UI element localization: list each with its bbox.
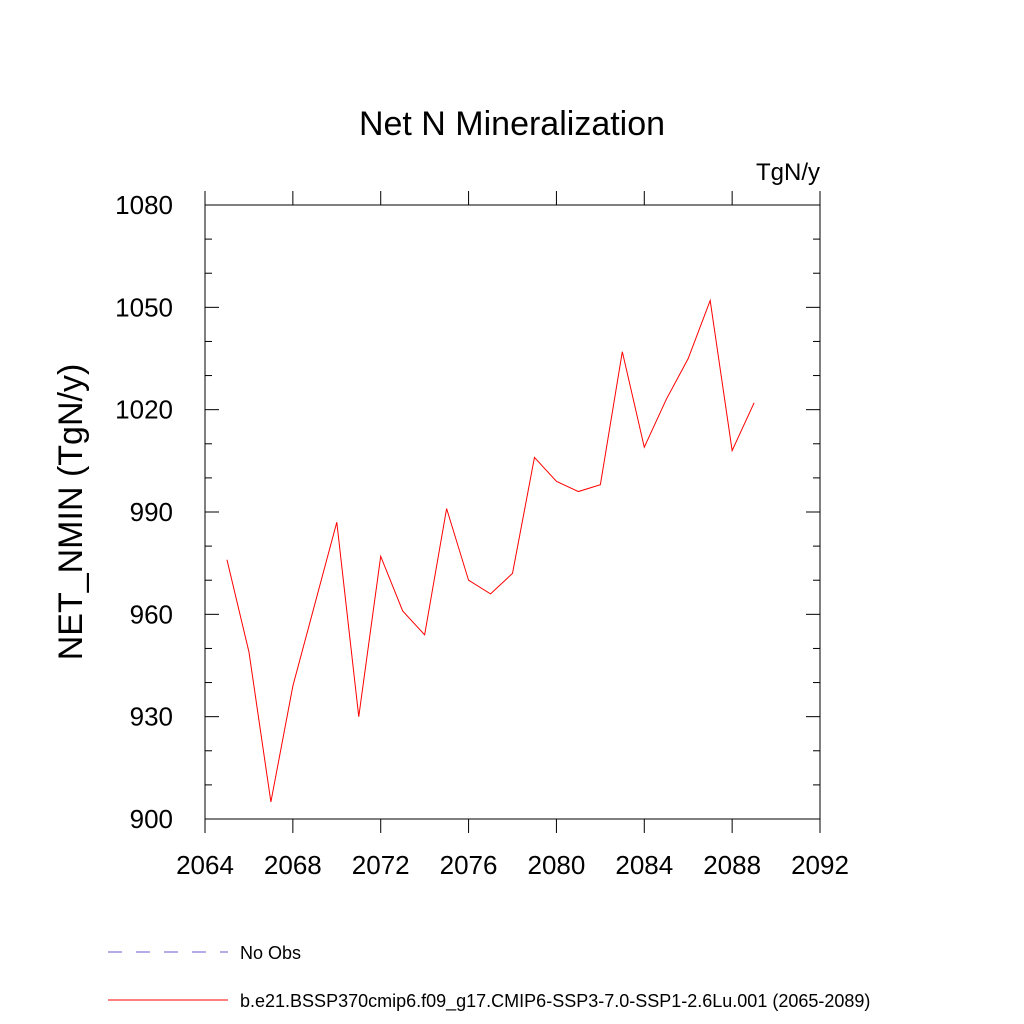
x-tick-label: 2080 bbox=[528, 850, 586, 880]
y-ticks: 900 930 960 990 1020 1050 1080 bbox=[115, 190, 820, 834]
y-tick-label: 1020 bbox=[115, 395, 173, 425]
legend-label-model: b.e21.BSSP370cmip6.f09_g17.CMIP6-SSP3-7.… bbox=[240, 991, 870, 1012]
legend-label-no-obs: No Obs bbox=[240, 943, 301, 963]
plot-frame bbox=[204, 204, 821, 820]
x-tick-label: 2088 bbox=[703, 850, 761, 880]
x-tick-label: 2076 bbox=[440, 850, 498, 880]
y-tick-label: 990 bbox=[130, 497, 173, 527]
y-tick-label: 900 bbox=[130, 804, 173, 834]
x-tick-label: 2068 bbox=[264, 850, 322, 880]
x-tick-label: 2084 bbox=[615, 850, 673, 880]
series-line bbox=[226, 298, 755, 803]
x-tick-label: 2064 bbox=[176, 850, 234, 880]
y-tick-label: 930 bbox=[130, 702, 173, 732]
units-label: TgN/y bbox=[756, 159, 820, 186]
y-tick-label: 1080 bbox=[115, 190, 173, 220]
x-tick-label: 2072 bbox=[352, 850, 410, 880]
chart-title: Net N Mineralization bbox=[359, 105, 665, 143]
y-tick-label: 960 bbox=[130, 599, 173, 629]
legend: No Obs b.e21.BSSP370cmip6.f09_g17.CMIP6-… bbox=[108, 943, 870, 1012]
y-axis-label: NET_NMIN (TgN/y) bbox=[52, 364, 90, 661]
x-tick-label: 2092 bbox=[791, 850, 849, 880]
x-ticks: 2064 2068 2072 2076 2080 2084 2088 2092 bbox=[176, 191, 849, 880]
series-layer bbox=[226, 298, 755, 803]
y-tick-label: 1050 bbox=[115, 292, 173, 322]
